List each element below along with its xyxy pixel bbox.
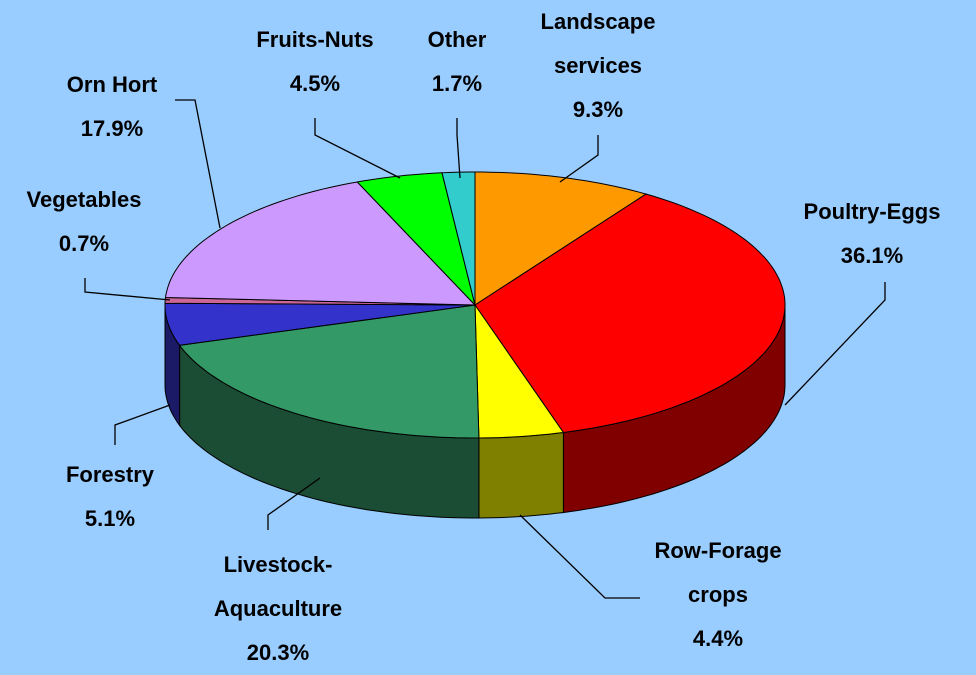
slice (178, 304, 480, 439)
slice (474, 303, 565, 439)
category-name: Row-Forage crops (654, 538, 782, 607)
leader-line (559, 135, 599, 183)
leader-line (456, 118, 461, 179)
category-name: Fruits-Nuts (256, 27, 374, 52)
leader-line (175, 99, 221, 229)
category-name: Other (427, 27, 487, 52)
slice (356, 172, 476, 307)
slice-label: Vegetables 0.7% (9, 178, 159, 266)
category-name: Livestock-Aquaculture (213, 552, 343, 621)
percent-label: 0.7% (58, 231, 110, 256)
category-name: Vegetables (26, 187, 142, 212)
slice-label: Fruits-Nuts 4.5% (240, 18, 390, 106)
category-name: Poultry-Eggs (803, 199, 941, 224)
slice (164, 302, 476, 346)
category-name: Orn Hort (66, 72, 158, 97)
leader-line (84, 278, 171, 301)
leader-line (267, 477, 321, 530)
leader-line (114, 404, 171, 445)
slice (474, 171, 648, 306)
slice-label: Poultry-Eggs 36.1% (777, 190, 967, 278)
slice-label: Livestock-Aquaculture 20.3% (203, 543, 353, 675)
slice (441, 171, 476, 306)
percent-label: 9.3% (572, 97, 624, 122)
slice-label: Landscape services 9.3% (533, 0, 663, 132)
percent-label: 36.1% (840, 243, 904, 268)
category-name: Forestry (65, 462, 155, 487)
category-name: Landscape services (540, 9, 656, 78)
slice-label: Orn Hort 17.9% (42, 63, 182, 151)
leader-line (314, 118, 401, 179)
slice-side (478, 431, 564, 519)
percent-label: 17.9% (80, 116, 144, 141)
slice-label: Row-Forage crops 4.4% (648, 529, 788, 661)
slice-label: Other 1.7% (407, 18, 507, 106)
leader-line (784, 282, 886, 406)
percent-label: 1.7% (431, 71, 483, 96)
leader-line (519, 514, 640, 599)
slice-label: Forestry 5.1% (40, 453, 180, 541)
slice (474, 193, 786, 434)
percent-label: 5.1% (84, 506, 136, 531)
slice (164, 181, 477, 306)
percent-label: 20.3% (246, 640, 310, 665)
percent-label: 4.4% (692, 626, 744, 651)
percent-label: 4.5% (289, 71, 341, 96)
